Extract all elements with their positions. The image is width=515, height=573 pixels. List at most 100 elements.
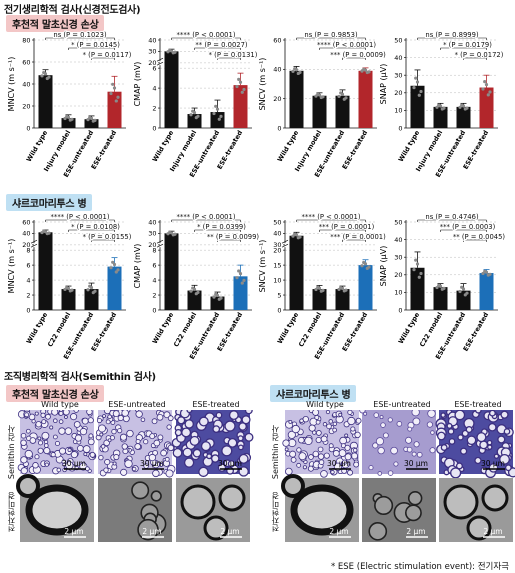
y-tick-label: 60 <box>22 218 30 226</box>
axon <box>487 422 497 432</box>
data-point <box>171 51 175 55</box>
axon <box>332 421 338 427</box>
axon <box>135 438 141 445</box>
data-point <box>365 266 369 270</box>
axon <box>328 419 334 424</box>
axon <box>165 469 174 478</box>
bar <box>187 290 202 310</box>
y-tick-label: 0 <box>398 124 402 132</box>
axon <box>149 433 156 440</box>
scale-label: 30 μm <box>404 459 428 468</box>
section-title-histopathology: 조직병리학적 검사(Semithin 검사) <box>4 372 156 383</box>
myelinated-axon <box>281 474 305 498</box>
axon <box>32 462 39 469</box>
axon <box>52 434 58 440</box>
data-point <box>440 107 444 111</box>
data-point <box>296 71 300 76</box>
data-point <box>91 119 95 123</box>
axon <box>405 436 413 444</box>
axon <box>189 435 200 446</box>
axon <box>152 469 160 478</box>
data-point <box>458 289 462 294</box>
y-tick-label: 40 <box>22 230 30 238</box>
axon <box>31 419 36 424</box>
axon <box>200 441 211 452</box>
data-point <box>238 272 243 276</box>
y-tick-label: 0 <box>26 124 30 132</box>
axon <box>359 410 366 414</box>
data-point <box>68 118 72 122</box>
data-point <box>45 232 49 236</box>
axon <box>50 452 56 458</box>
x-tick-label: Wild type <box>151 128 176 163</box>
data-point <box>419 271 423 276</box>
axon <box>126 429 134 438</box>
axon <box>238 466 249 477</box>
data-point <box>112 262 117 267</box>
data-point <box>116 95 120 99</box>
axon <box>351 452 359 460</box>
axon <box>120 433 128 441</box>
axon <box>347 469 354 476</box>
axon <box>382 432 389 439</box>
axon <box>58 419 64 424</box>
axon <box>99 432 104 437</box>
hist-col-treated-right: ESE-treated <box>454 400 502 409</box>
data-point <box>483 80 487 84</box>
axon <box>322 422 328 427</box>
axon <box>157 434 164 441</box>
axon <box>347 410 353 415</box>
bar <box>233 276 248 310</box>
axon <box>221 445 233 457</box>
axon <box>107 438 112 443</box>
axon <box>167 415 174 422</box>
y-axis-label: MNCV (m s⁻¹) <box>7 57 16 112</box>
y-tick-label: 0 <box>152 124 156 132</box>
scale-label: 2 μm <box>142 527 161 536</box>
axon <box>459 447 468 455</box>
axon <box>82 445 91 453</box>
bar <box>61 289 76 310</box>
axon <box>227 438 238 448</box>
axon <box>89 451 96 458</box>
sig-label: ns (P = 0.9853) <box>304 31 358 39</box>
axon <box>163 411 171 419</box>
sig-label: * (P = 0.0155) <box>83 233 132 241</box>
axon <box>479 440 489 450</box>
data-point <box>45 76 49 81</box>
data-point <box>481 87 485 91</box>
axon <box>488 410 496 417</box>
x-tick-label: Wild type <box>25 128 50 163</box>
axon <box>325 410 331 415</box>
sig-label: ns (P = 0.8999) <box>425 31 479 39</box>
axon <box>88 433 94 439</box>
axis-break <box>156 57 164 62</box>
data-point <box>412 268 416 272</box>
axon <box>35 421 42 428</box>
y-tick-label: 5 <box>277 291 281 299</box>
data-point <box>88 116 92 120</box>
remyelinated-axon <box>180 484 216 520</box>
data-point <box>214 104 218 108</box>
axon <box>56 467 62 473</box>
axon <box>407 426 413 432</box>
axon <box>372 442 379 449</box>
axon <box>20 433 27 439</box>
data-point <box>168 230 172 234</box>
data-point <box>114 270 118 274</box>
data-point <box>412 86 416 90</box>
bar <box>479 273 494 310</box>
axis-break <box>156 61 164 66</box>
axon <box>387 470 394 476</box>
data-point <box>91 291 95 295</box>
axon <box>302 465 307 470</box>
data-point <box>42 70 46 75</box>
hist-tag-acquired: 후천적 말초신경 손상 <box>6 385 105 402</box>
axon <box>40 412 46 418</box>
axon <box>352 447 358 453</box>
y-tick-label: 10 <box>273 276 281 284</box>
scale-label: 2 μm <box>64 527 83 536</box>
